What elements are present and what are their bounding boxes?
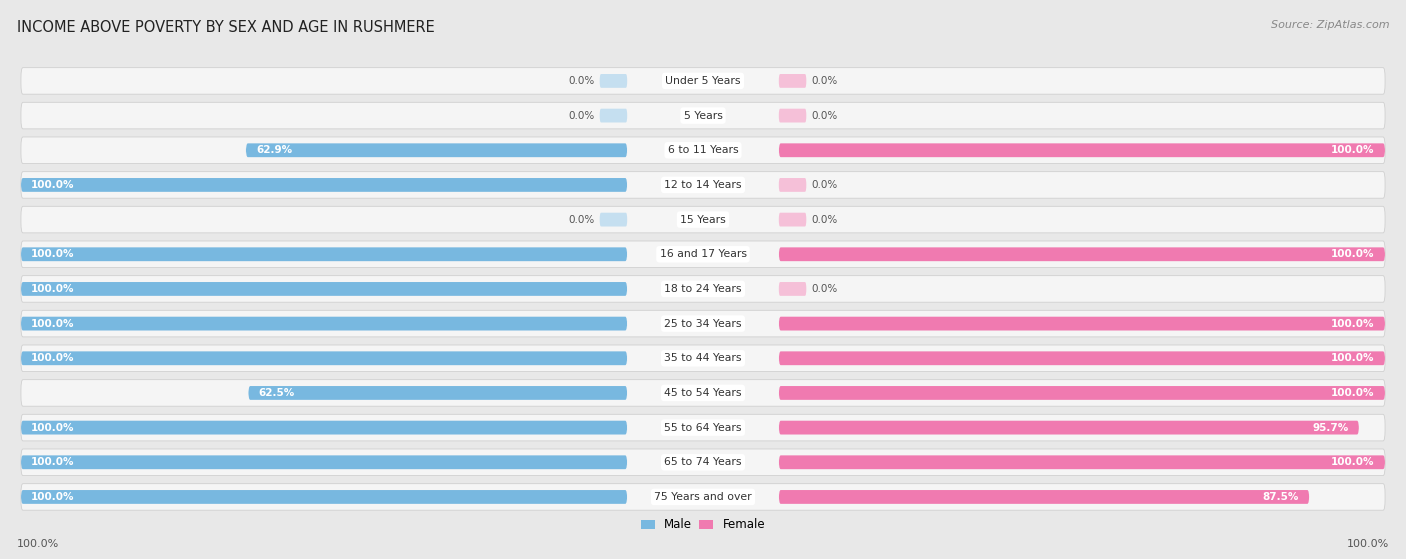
Text: 45 to 54 Years: 45 to 54 Years	[664, 388, 742, 398]
Text: 100.0%: 100.0%	[31, 423, 75, 433]
Text: 18 to 24 Years: 18 to 24 Years	[664, 284, 742, 294]
Text: 0.0%: 0.0%	[811, 111, 838, 121]
Text: 100.0%: 100.0%	[1331, 353, 1375, 363]
Text: 100.0%: 100.0%	[31, 284, 75, 294]
Text: Under 5 Years: Under 5 Years	[665, 76, 741, 86]
Text: 62.5%: 62.5%	[259, 388, 295, 398]
FancyBboxPatch shape	[599, 212, 627, 226]
FancyBboxPatch shape	[21, 248, 627, 261]
Text: Source: ZipAtlas.com: Source: ZipAtlas.com	[1271, 20, 1389, 30]
FancyBboxPatch shape	[779, 143, 1385, 157]
Text: 100.0%: 100.0%	[31, 249, 75, 259]
Text: 62.9%: 62.9%	[256, 145, 292, 155]
FancyBboxPatch shape	[779, 352, 1385, 365]
Text: 100.0%: 100.0%	[1331, 145, 1375, 155]
FancyBboxPatch shape	[21, 421, 627, 434]
Text: 100.0%: 100.0%	[31, 457, 75, 467]
Text: 25 to 34 Years: 25 to 34 Years	[664, 319, 742, 329]
Text: 100.0%: 100.0%	[1331, 249, 1375, 259]
FancyBboxPatch shape	[21, 172, 1385, 198]
FancyBboxPatch shape	[21, 68, 1385, 94]
Text: 0.0%: 0.0%	[568, 76, 595, 86]
Text: 55 to 64 Years: 55 to 64 Years	[664, 423, 742, 433]
FancyBboxPatch shape	[21, 282, 627, 296]
FancyBboxPatch shape	[779, 490, 1309, 504]
FancyBboxPatch shape	[779, 456, 1385, 469]
Text: 100.0%: 100.0%	[1331, 319, 1375, 329]
FancyBboxPatch shape	[599, 108, 627, 122]
FancyBboxPatch shape	[779, 421, 1360, 434]
FancyBboxPatch shape	[21, 490, 627, 504]
Text: 75 Years and over: 75 Years and over	[654, 492, 752, 502]
Text: 15 Years: 15 Years	[681, 215, 725, 225]
Text: 100.0%: 100.0%	[31, 353, 75, 363]
FancyBboxPatch shape	[21, 206, 1385, 233]
Legend: Male, Female: Male, Female	[636, 514, 770, 536]
Text: 100.0%: 100.0%	[1331, 388, 1375, 398]
FancyBboxPatch shape	[779, 74, 807, 88]
FancyBboxPatch shape	[21, 352, 627, 365]
FancyBboxPatch shape	[21, 241, 1385, 268]
FancyBboxPatch shape	[249, 386, 627, 400]
FancyBboxPatch shape	[21, 456, 627, 469]
Text: INCOME ABOVE POVERTY BY SEX AND AGE IN RUSHMERE: INCOME ABOVE POVERTY BY SEX AND AGE IN R…	[17, 20, 434, 35]
Text: 100.0%: 100.0%	[1331, 457, 1375, 467]
FancyBboxPatch shape	[21, 484, 1385, 510]
FancyBboxPatch shape	[779, 248, 1385, 261]
FancyBboxPatch shape	[21, 449, 1385, 476]
FancyBboxPatch shape	[779, 282, 807, 296]
FancyBboxPatch shape	[21, 137, 1385, 164]
Text: 100.0%: 100.0%	[31, 319, 75, 329]
Text: 87.5%: 87.5%	[1263, 492, 1299, 502]
Text: 0.0%: 0.0%	[811, 284, 838, 294]
FancyBboxPatch shape	[779, 178, 807, 192]
Text: 5 Years: 5 Years	[683, 111, 723, 121]
FancyBboxPatch shape	[21, 317, 627, 330]
FancyBboxPatch shape	[779, 317, 1385, 330]
Text: 100.0%: 100.0%	[17, 539, 59, 549]
FancyBboxPatch shape	[21, 276, 1385, 302]
Text: 35 to 44 Years: 35 to 44 Years	[664, 353, 742, 363]
FancyBboxPatch shape	[779, 386, 1385, 400]
FancyBboxPatch shape	[246, 143, 627, 157]
FancyBboxPatch shape	[779, 212, 807, 226]
FancyBboxPatch shape	[21, 102, 1385, 129]
Text: 0.0%: 0.0%	[811, 215, 838, 225]
Text: 100.0%: 100.0%	[1347, 539, 1389, 549]
Text: 12 to 14 Years: 12 to 14 Years	[664, 180, 742, 190]
FancyBboxPatch shape	[21, 345, 1385, 372]
Text: 100.0%: 100.0%	[31, 492, 75, 502]
Text: 6 to 11 Years: 6 to 11 Years	[668, 145, 738, 155]
Text: 16 and 17 Years: 16 and 17 Years	[659, 249, 747, 259]
Text: 100.0%: 100.0%	[31, 180, 75, 190]
FancyBboxPatch shape	[21, 380, 1385, 406]
FancyBboxPatch shape	[779, 108, 807, 122]
Text: 95.7%: 95.7%	[1312, 423, 1348, 433]
Text: 65 to 74 Years: 65 to 74 Years	[664, 457, 742, 467]
Text: 0.0%: 0.0%	[811, 76, 838, 86]
Text: 0.0%: 0.0%	[568, 111, 595, 121]
Text: 0.0%: 0.0%	[811, 180, 838, 190]
FancyBboxPatch shape	[599, 74, 627, 88]
FancyBboxPatch shape	[21, 178, 627, 192]
Text: 0.0%: 0.0%	[568, 215, 595, 225]
FancyBboxPatch shape	[21, 310, 1385, 337]
FancyBboxPatch shape	[21, 414, 1385, 441]
